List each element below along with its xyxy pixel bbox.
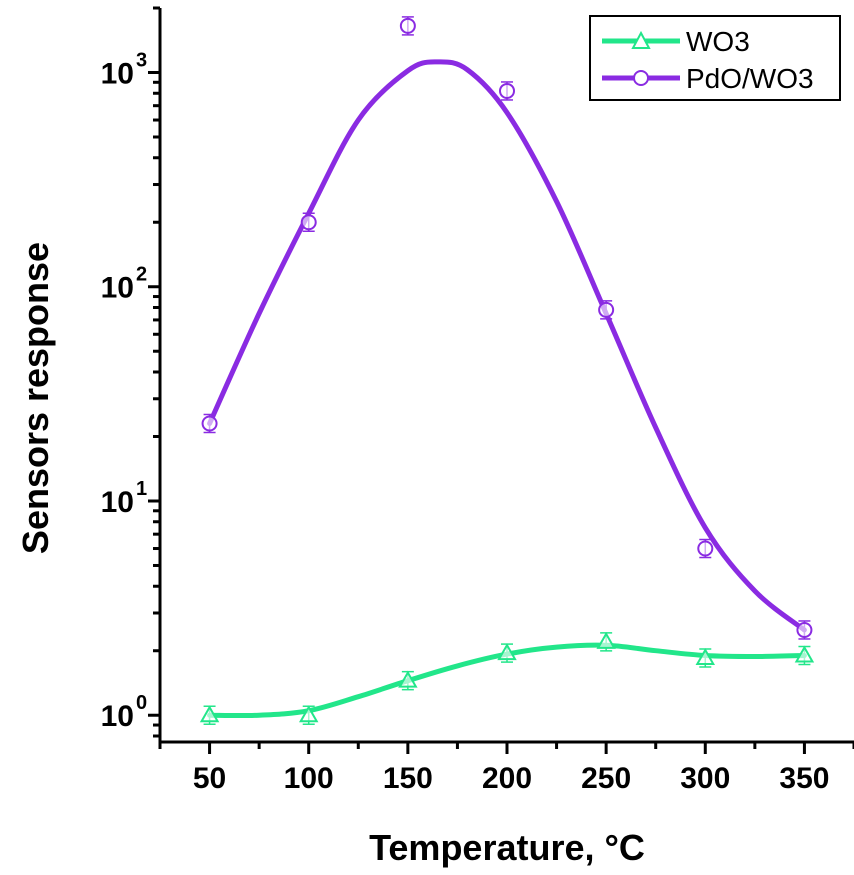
x-tick-label: 350 xyxy=(779,762,829,795)
x-tick-label: 100 xyxy=(284,762,334,795)
curves xyxy=(207,59,807,719)
data-point xyxy=(497,643,517,661)
data-point xyxy=(794,645,815,663)
legend-label-pdo-wo3: PdO/WO3 xyxy=(686,63,814,94)
y-tick-exponent: 0 xyxy=(136,692,147,714)
data-point xyxy=(695,647,716,665)
data-point xyxy=(201,415,218,432)
y-tick-exponent: 3 xyxy=(136,49,147,71)
x-axis-title: Temperature, °C xyxy=(369,827,645,868)
y-tick-exponent: 2 xyxy=(136,264,147,286)
y-axis-title: Sensors response xyxy=(15,242,56,554)
x-tick-label: 150 xyxy=(383,762,433,795)
data-point xyxy=(596,631,616,649)
x-tick-label: 200 xyxy=(482,762,532,795)
x-tick-label: 250 xyxy=(581,762,631,795)
data-point xyxy=(199,705,220,723)
markers xyxy=(199,16,815,725)
legend-label-wo3: WO3 xyxy=(686,26,750,57)
y-tick-label: 10 xyxy=(101,272,134,305)
data-point xyxy=(398,670,418,688)
legend-marker-wo3 xyxy=(631,30,651,49)
y-tick-label: 10 xyxy=(101,57,134,90)
data-point xyxy=(300,214,317,231)
axes xyxy=(158,8,854,744)
data-point xyxy=(598,301,615,318)
legend-box xyxy=(589,15,841,101)
x-tick-label: 50 xyxy=(193,762,226,795)
y-tick-label: 10 xyxy=(101,486,134,519)
data-point xyxy=(796,621,813,638)
legend: WO3 PdO/WO3 xyxy=(589,15,841,101)
x-tick-label: 300 xyxy=(680,762,730,795)
data-point xyxy=(298,705,319,723)
data-point xyxy=(399,17,416,34)
data-point xyxy=(697,540,714,557)
y-tick-label: 10 xyxy=(101,700,134,733)
series-line-1 xyxy=(207,59,807,633)
y-tick-exponent: 1 xyxy=(136,478,147,500)
data-point xyxy=(499,82,515,99)
legend-marker-pdo-wo3 xyxy=(633,70,649,86)
